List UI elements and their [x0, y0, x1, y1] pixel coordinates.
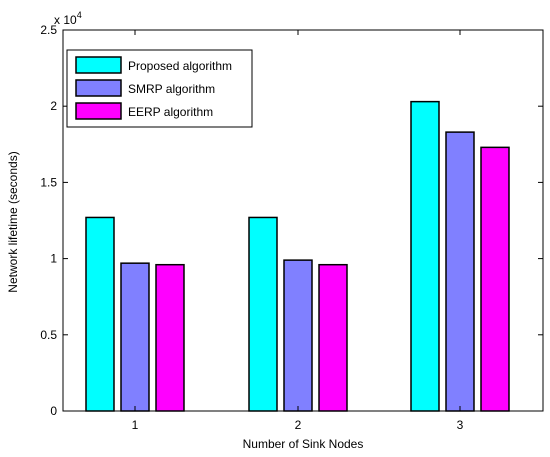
x-tick-label: 2 — [295, 418, 302, 432]
bar-smrp-1 — [120, 262, 150, 412]
legend-swatch-eerp — [75, 102, 122, 120]
legend-label-proposed: Proposed algorithm — [128, 59, 232, 73]
legend-swatch-proposed — [75, 56, 122, 74]
x-axis-label: Number of Sink Nodes — [243, 437, 364, 451]
axes-group: 0 0.5 1 1.5 2 2.5 1 2 3 — [40, 23, 544, 432]
y-tick-label: 1.5 — [40, 175, 57, 189]
legend-swatch-smrp — [75, 79, 122, 97]
legend: Proposed algorithm SMRP algorithm EERP alg… — [66, 49, 253, 128]
y-tick-label: 1 — [50, 252, 57, 266]
bars-group — [85, 100, 510, 412]
y-tick-label: 0 — [50, 404, 57, 418]
bar-eerp-3 — [480, 146, 510, 412]
bar-proposed-2 — [248, 216, 278, 412]
bar-smrp-2 — [283, 259, 313, 412]
bar-smrp-3 — [445, 131, 475, 412]
y-tick-label: 0.5 — [40, 328, 57, 342]
legend-label-eerp: EERP algorithm — [128, 105, 213, 119]
y-tick-label: 2 — [50, 99, 57, 113]
x-tick-label: 3 — [457, 418, 464, 432]
y-axis-exponent: x 104 — [54, 10, 82, 27]
bar-proposed-3 — [410, 100, 440, 412]
bar-eerp-1 — [155, 263, 185, 412]
plot-frame — [62, 29, 544, 412]
y-tick-label: 2.5 — [40, 23, 57, 37]
bar-proposed-1 — [85, 216, 115, 412]
legend-label-smrp: SMRP algorithm — [128, 82, 215, 96]
y-axis-label: Network lifetime (seconds) — [6, 151, 20, 292]
bar-eerp-2 — [318, 263, 348, 412]
x-tick-label: 1 — [132, 418, 139, 432]
